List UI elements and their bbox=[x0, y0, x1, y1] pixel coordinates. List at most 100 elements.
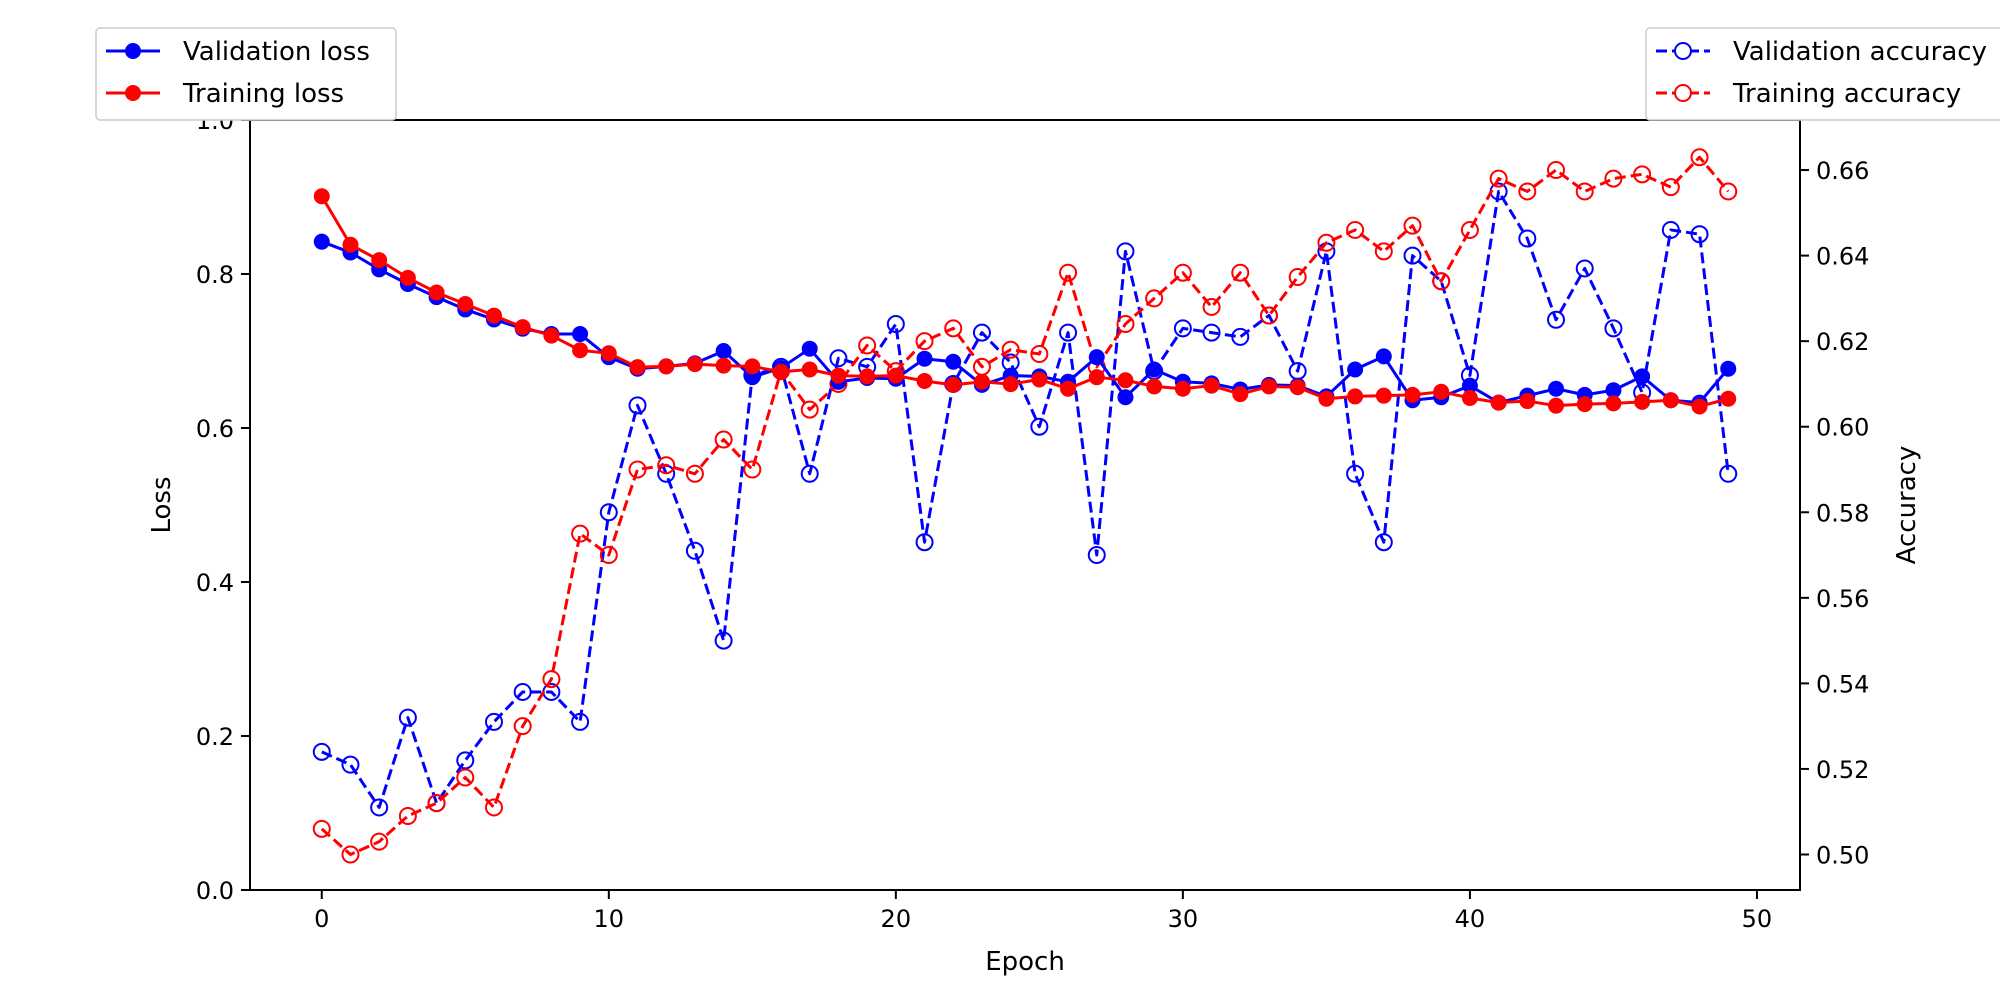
x-tick-label: 10 bbox=[594, 905, 625, 933]
x-tick-label: 0 bbox=[314, 905, 329, 933]
point-validation-accuracy bbox=[1202, 323, 1221, 342]
point-training-accuracy bbox=[1374, 242, 1393, 261]
point-validation-accuracy bbox=[1719, 464, 1738, 483]
legend-marker-validation-loss bbox=[125, 43, 141, 59]
point-validation-accuracy bbox=[1690, 225, 1709, 244]
point-training-accuracy bbox=[1288, 267, 1307, 286]
point-training-accuracy bbox=[1460, 220, 1479, 239]
y-right-tick-label: 0.50 bbox=[1816, 841, 1869, 869]
x-axis-label: Epoch bbox=[985, 947, 1065, 977]
series-layer bbox=[312, 148, 1738, 864]
point-training-accuracy bbox=[571, 524, 590, 543]
point-training-loss bbox=[1519, 393, 1536, 410]
point-training-accuracy bbox=[1575, 182, 1594, 201]
point-training-loss bbox=[629, 359, 646, 376]
point-validation-loss bbox=[1117, 389, 1134, 406]
point-training-accuracy bbox=[1690, 148, 1709, 167]
point-training-loss bbox=[600, 345, 617, 362]
point-validation-loss bbox=[916, 350, 933, 367]
point-training-loss bbox=[1433, 383, 1450, 400]
point-training-loss bbox=[1634, 393, 1651, 410]
point-validation-accuracy bbox=[1575, 259, 1594, 278]
point-training-accuracy bbox=[542, 670, 561, 689]
point-validation-accuracy bbox=[1116, 242, 1135, 261]
point-validation-accuracy bbox=[800, 464, 819, 483]
point-training-loss bbox=[1002, 376, 1019, 393]
y-right-tick-label: 0.56 bbox=[1816, 585, 1869, 613]
point-training-loss bbox=[1146, 378, 1163, 395]
point-training-loss bbox=[1490, 394, 1507, 411]
point-training-loss bbox=[744, 358, 761, 375]
point-training-loss bbox=[457, 296, 474, 313]
point-training-accuracy bbox=[915, 332, 934, 351]
point-training-accuracy bbox=[1346, 220, 1365, 239]
point-training-loss bbox=[715, 357, 732, 374]
x-tick-label: 30 bbox=[1168, 905, 1199, 933]
point-validation-accuracy bbox=[1547, 310, 1566, 329]
y-right-tick-label: 0.58 bbox=[1816, 499, 1869, 527]
point-training-accuracy bbox=[1030, 344, 1049, 363]
point-training-accuracy bbox=[599, 546, 618, 565]
point-validation-accuracy bbox=[915, 533, 934, 552]
y-axis-label-left: Loss bbox=[147, 476, 177, 533]
point-training-loss bbox=[887, 367, 904, 384]
point-training-accuracy bbox=[1489, 169, 1508, 188]
y-left-tick-label: 0.2 bbox=[196, 723, 234, 751]
point-training-accuracy bbox=[1547, 161, 1566, 180]
legend-accuracy: Validation accuracy Training accuracy bbox=[1645, 27, 2000, 121]
point-training-loss bbox=[1662, 392, 1679, 409]
y-left-tick-label: 0.6 bbox=[196, 415, 234, 443]
legend-marker-training-loss bbox=[125, 85, 141, 101]
point-validation-loss bbox=[1605, 382, 1622, 399]
point-validation-accuracy bbox=[456, 751, 475, 770]
point-validation-loss bbox=[1088, 349, 1105, 366]
point-validation-accuracy bbox=[1374, 533, 1393, 552]
point-validation-accuracy bbox=[1604, 319, 1623, 338]
point-training-loss bbox=[1289, 379, 1306, 396]
point-training-loss bbox=[1060, 380, 1077, 397]
point-training-loss bbox=[1548, 397, 1565, 414]
point-validation-accuracy bbox=[1346, 464, 1365, 483]
legend-label-training-accuracy: Training accuracy bbox=[1732, 79, 1961, 109]
point-training-accuracy bbox=[312, 819, 331, 838]
point-validation-loss bbox=[1347, 361, 1364, 378]
point-training-loss bbox=[1031, 371, 1048, 388]
point-training-accuracy bbox=[513, 717, 532, 736]
point-training-accuracy bbox=[1231, 263, 1250, 282]
point-training-accuracy bbox=[1317, 233, 1336, 252]
y-left-tick-label: 0.0 bbox=[196, 877, 234, 905]
point-training-accuracy bbox=[1145, 289, 1164, 308]
axes-layer: 0 10 20 30 40 500.00.20.40.60.81.00.500.520.5… bbox=[196, 107, 1870, 933]
point-training-loss bbox=[1174, 380, 1191, 397]
point-validation-accuracy bbox=[972, 323, 991, 342]
series-line-validation-accuracy bbox=[321, 189, 1730, 809]
point-training-loss bbox=[572, 342, 589, 359]
point-training-loss bbox=[1318, 390, 1335, 407]
point-training-loss bbox=[801, 361, 818, 378]
x-tick-label: 20 bbox=[881, 905, 912, 933]
legend-loss: Validation loss Training loss bbox=[95, 27, 397, 121]
point-validation-accuracy bbox=[398, 708, 417, 727]
point-validation-loss bbox=[1146, 361, 1163, 378]
point-training-loss bbox=[859, 368, 876, 385]
point-training-loss bbox=[1691, 398, 1708, 415]
point-training-loss bbox=[658, 358, 675, 375]
point-training-loss bbox=[1088, 369, 1105, 386]
point-training-loss bbox=[1117, 372, 1134, 389]
point-validation-accuracy bbox=[829, 349, 848, 368]
point-training-loss bbox=[830, 367, 847, 384]
point-validation-loss bbox=[1461, 377, 1478, 394]
point-training-loss bbox=[371, 252, 388, 269]
point-validation-loss bbox=[1720, 360, 1737, 377]
point-training-accuracy bbox=[944, 319, 963, 338]
point-training-accuracy bbox=[370, 832, 389, 851]
point-training-loss bbox=[1232, 386, 1249, 403]
legend-label-validation-accuracy: Validation accuracy bbox=[1733, 37, 1987, 67]
point-validation-accuracy bbox=[1661, 220, 1680, 239]
point-training-loss bbox=[945, 376, 962, 393]
point-training-accuracy bbox=[1633, 165, 1652, 184]
point-training-accuracy bbox=[657, 456, 676, 475]
point-training-accuracy bbox=[800, 400, 819, 419]
point-validation-loss bbox=[801, 340, 818, 357]
legend-marker-training-accuracy bbox=[1674, 84, 1692, 102]
